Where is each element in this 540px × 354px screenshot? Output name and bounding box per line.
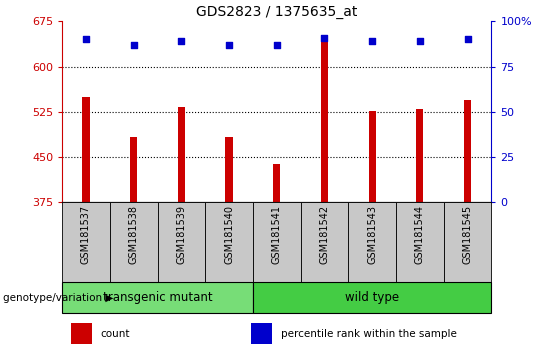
Text: GSM181545: GSM181545: [463, 205, 472, 264]
Bar: [416, 109, 423, 202]
Bar: [130, 137, 137, 202]
Bar: [71, 324, 92, 344]
Bar: [273, 164, 280, 202]
Point: [368, 38, 376, 44]
Text: wild type: wild type: [345, 291, 399, 304]
Point: [463, 36, 472, 42]
Bar: [226, 137, 233, 202]
Bar: [205, 202, 253, 282]
Point: [225, 42, 233, 48]
Text: GSM181539: GSM181539: [177, 205, 186, 264]
Bar: [251, 324, 273, 344]
Text: GSM181543: GSM181543: [367, 205, 377, 264]
Text: GSM181540: GSM181540: [224, 205, 234, 264]
Text: count: count: [101, 329, 130, 339]
Text: GSM181541: GSM181541: [272, 205, 282, 264]
Bar: [301, 202, 348, 282]
Point: [177, 38, 186, 44]
Text: GSM181544: GSM181544: [415, 205, 425, 264]
Bar: [396, 202, 444, 282]
Text: GSM181538: GSM181538: [129, 205, 139, 264]
Bar: [158, 202, 205, 282]
Bar: [62, 202, 110, 282]
Point: [130, 42, 138, 48]
Point: [82, 36, 90, 42]
Point: [320, 35, 329, 40]
Text: GSM181537: GSM181537: [81, 205, 91, 264]
Bar: [178, 107, 185, 202]
Bar: [321, 35, 328, 202]
Bar: [444, 202, 491, 282]
Bar: [110, 202, 158, 282]
Text: GSM181542: GSM181542: [320, 205, 329, 264]
Bar: [62, 282, 253, 313]
Point: [273, 42, 281, 48]
Text: genotype/variation ▶: genotype/variation ▶: [3, 293, 113, 303]
Bar: [464, 100, 471, 202]
Text: percentile rank within the sample: percentile rank within the sample: [281, 329, 457, 339]
Bar: [253, 202, 301, 282]
Bar: [348, 202, 396, 282]
Title: GDS2823 / 1375635_at: GDS2823 / 1375635_at: [196, 5, 357, 19]
Point: [416, 38, 424, 44]
Bar: [253, 282, 491, 313]
Text: transgenic mutant: transgenic mutant: [103, 291, 212, 304]
Bar: [83, 97, 90, 202]
Bar: [369, 111, 376, 202]
